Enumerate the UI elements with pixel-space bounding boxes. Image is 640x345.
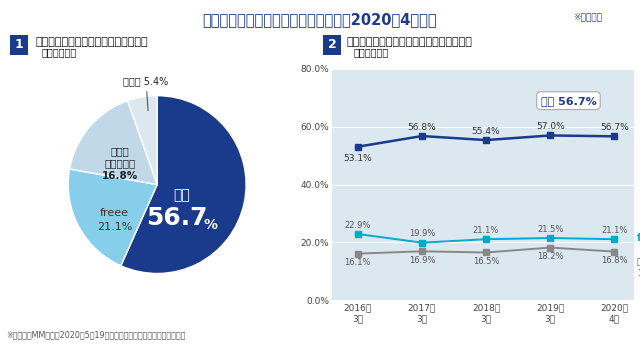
Text: 2: 2 xyxy=(328,38,337,51)
Wedge shape xyxy=(70,101,157,185)
Text: 56.7: 56.7 xyxy=(146,206,207,230)
Text: クラウド会計ソフトの事業者シェアの推移: クラウド会計ソフトの事業者シェアの推移 xyxy=(347,37,473,47)
Text: 弥生: 弥生 xyxy=(173,188,191,202)
Text: 16.1%: 16.1% xyxy=(344,258,371,267)
Text: freee: freee xyxy=(100,208,129,218)
Text: 21.1%: 21.1% xyxy=(97,222,132,232)
Text: ※一部抜粹: ※一部抜粹 xyxy=(573,12,602,21)
Text: 55.4%: 55.4% xyxy=(472,127,500,136)
Text: クラウド会計ソフトの利用状況調査（2020年4月末）: クラウド会計ソフトの利用状況調査（2020年4月末） xyxy=(203,12,437,27)
Text: （単一回答）: （単一回答） xyxy=(353,48,388,57)
Text: 53.1%: 53.1% xyxy=(343,154,372,163)
Text: 56.8%: 56.8% xyxy=(408,123,436,132)
Wedge shape xyxy=(121,96,246,274)
Text: マネー: マネー xyxy=(111,146,129,156)
Text: その他 5.4%: その他 5.4% xyxy=(124,76,168,111)
Text: 19.9%: 19.9% xyxy=(409,229,435,238)
Wedge shape xyxy=(127,96,157,185)
Text: 16.8%: 16.8% xyxy=(102,171,138,181)
Text: （単一回答）: （単一回答） xyxy=(42,48,77,57)
Text: 18.2%: 18.2% xyxy=(537,252,563,261)
Text: クラウド会計ソフトの事業者別シェア: クラウド会計ソフトの事業者別シェア xyxy=(35,37,148,47)
Text: 21.5%: 21.5% xyxy=(537,225,563,234)
Text: %: % xyxy=(204,218,218,233)
Text: freee 21.1%: freee 21.1% xyxy=(637,233,640,243)
Text: 21.1%: 21.1% xyxy=(601,226,628,235)
Text: 16.9%: 16.9% xyxy=(408,256,435,265)
Text: 22.9%: 22.9% xyxy=(344,221,371,230)
Text: 16.5%: 16.5% xyxy=(473,257,499,266)
Text: マネーフォワード
16.8%: マネーフォワード 16.8% xyxy=(637,257,640,278)
Text: 1: 1 xyxy=(14,38,23,51)
Text: フォワード: フォワード xyxy=(104,158,136,168)
Text: 21.1%: 21.1% xyxy=(473,226,499,235)
Text: 56.7%: 56.7% xyxy=(600,123,628,132)
Text: 弥生 56.7%: 弥生 56.7% xyxy=(541,96,596,106)
Wedge shape xyxy=(68,169,157,266)
Text: ※株式会示MM総研が2020年5月19日に発表した内容を元に弥生にて作成: ※株式会示MM総研が2020年5月19日に発表した内容を元に弥生にて作成 xyxy=(6,331,186,340)
Text: 57.0%: 57.0% xyxy=(536,122,564,131)
Text: 16.8%: 16.8% xyxy=(601,256,628,265)
